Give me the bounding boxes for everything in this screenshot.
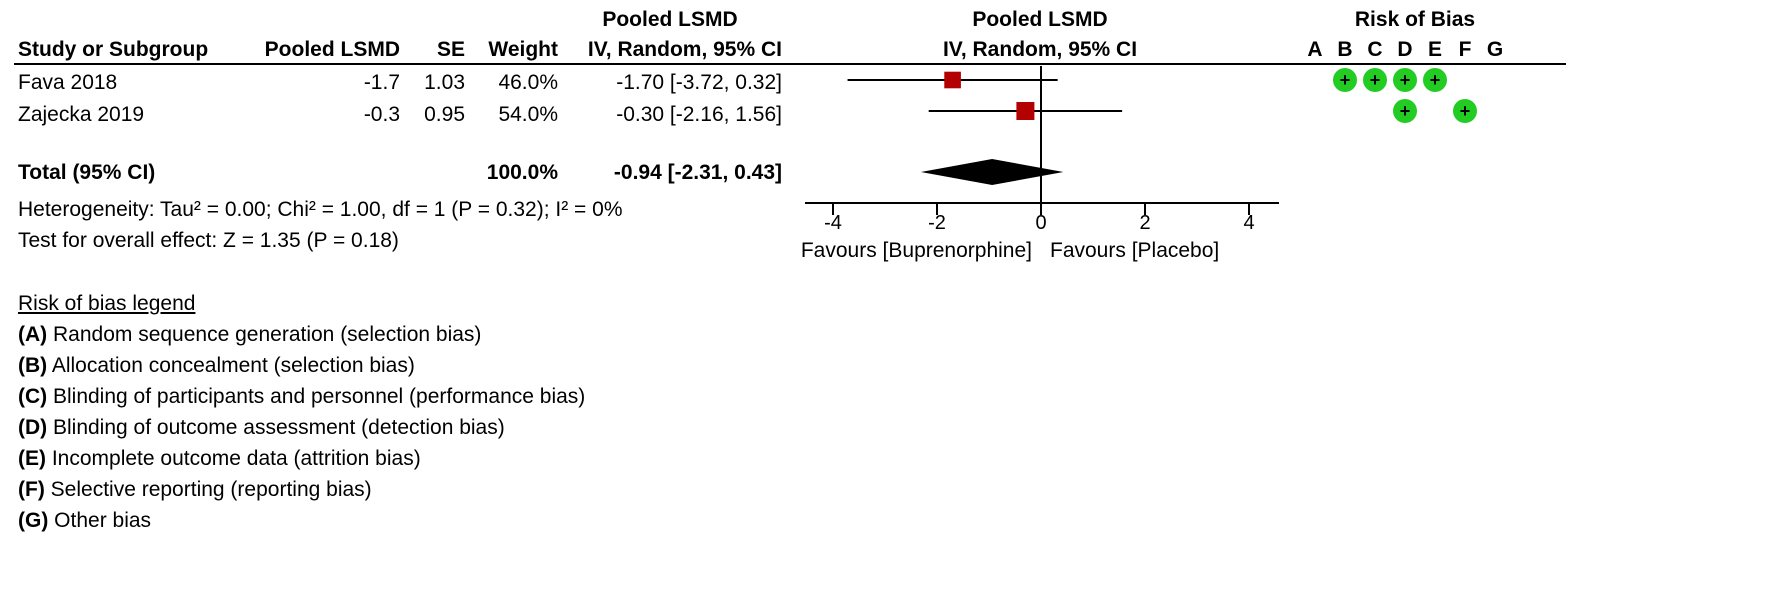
study-se: 1.03 [424,71,465,94]
header-study: Study or Subgroup [18,38,209,61]
legend-letter: (F) [18,478,45,501]
total-weight: 100.0% [486,161,558,184]
rob-symbol: + [1460,101,1471,121]
legend-text: Random sequence generation (selection bi… [47,323,482,346]
legend-text: Other bias [48,509,152,532]
rob-letter-f: F [1458,38,1472,61]
x-tick-label: -4 [824,212,842,234]
x-tick-label: 0 [1035,212,1046,234]
rob-letter-b: B [1337,38,1353,61]
favours-right-label: Favours [Placebo] [1050,239,1220,262]
rob-low-icon [1453,99,1477,123]
legend-title: Risk of bias legend [18,292,196,315]
legend-letter: (C) [18,385,48,408]
header-rule [14,63,1566,65]
legend-text: Blinding of outcome assessment (detectio… [47,416,505,439]
legend-letter: (E) [18,447,46,470]
rob-low-icon [1393,68,1417,92]
legend-item: (F) Selective reporting (reporting bias) [18,479,372,500]
rob-symbol: + [1400,101,1411,121]
rob-low-icon [1393,99,1417,123]
legend-text: Selective reporting (reporting bias) [44,478,372,501]
legend-text: Allocation concealment (selection bias) [47,354,415,377]
header-ci: IV, Random, 95% CI [587,38,782,61]
x-tick-label: -2 [928,212,946,234]
header-lsmd: Pooled LSMD [264,38,400,61]
rob-letter-g: G [1486,38,1504,61]
study-marker [1016,102,1035,120]
total-ci: -0.94 [-2.31, 0.43] [613,161,782,184]
overall-effect-text: Test for overall effect: Z = 1.35 (P = 0… [18,229,399,252]
heterogeneity-text: Heterogeneity: Tau² = 0.00; Chi² = 1.00,… [18,198,623,221]
rob-letter-d: D [1397,38,1413,61]
header-group-plot: Pooled LSMD [972,8,1108,31]
rob-symbol: + [1340,70,1351,90]
legend-item: (E) Incomplete outcome data (attrition b… [18,448,421,469]
study-weight: 46.0% [498,71,558,94]
study-lsmd: -0.3 [363,103,400,126]
legend-text: Incomplete outcome data (attrition bias) [46,447,421,470]
header-group-lsmd: Pooled LSMD [602,8,738,31]
rob-low-icon [1363,68,1387,92]
rob-letter-e: E [1427,38,1442,61]
study-lsmd: -1.7 [363,71,400,94]
header-plot-ci: IV, Random, 95% CI [942,38,1138,61]
study-name: Fava 2018 [18,71,118,94]
legend-item: (C) Blinding of participants and personn… [18,386,585,407]
rob-symbol: + [1400,70,1411,90]
legend-item: (D) Blinding of outcome assessment (dete… [18,417,505,438]
study-weight: 54.0% [498,103,558,126]
study-ci: -0.30 [-2.16, 1.56] [616,103,782,126]
x-tick-label: 4 [1243,212,1254,234]
rob-letter-a: A [1307,38,1323,61]
legend-item: (G) Other bias [18,510,151,531]
header-se: SE [436,38,465,61]
favours-left-label: Favours [Buprenorphine] [800,239,1032,262]
rob-symbol: + [1370,70,1381,90]
study-ci: -1.70 [-3.72, 0.32] [616,71,782,94]
legend-letter: (B) [18,354,48,377]
rob-symbol: + [1430,70,1441,90]
legend-letter: (D) [18,416,48,439]
legend-item: (A) Random sequence generation (selectio… [18,324,481,345]
legend-letter: (G) [18,509,49,532]
study-marker [944,71,961,89]
header-weight: Weight [488,38,558,61]
rob-low-icon [1423,68,1447,92]
study-name: Zajecka 2019 [18,103,145,126]
legend-text: Blinding of participants and personnel (… [47,385,586,408]
pooled-diamond [920,159,1064,185]
total-label: Total (95% CI) [18,161,156,184]
header-group-rob: Risk of Bias [1354,8,1476,31]
study-se: 0.95 [424,103,465,126]
legend-item: (B) Allocation concealment (selection bi… [18,355,415,376]
legend-letter: (A) [18,323,48,346]
rob-letter-c: C [1367,38,1383,61]
x-tick-label: 2 [1139,212,1150,234]
rob-low-icon [1333,68,1357,92]
